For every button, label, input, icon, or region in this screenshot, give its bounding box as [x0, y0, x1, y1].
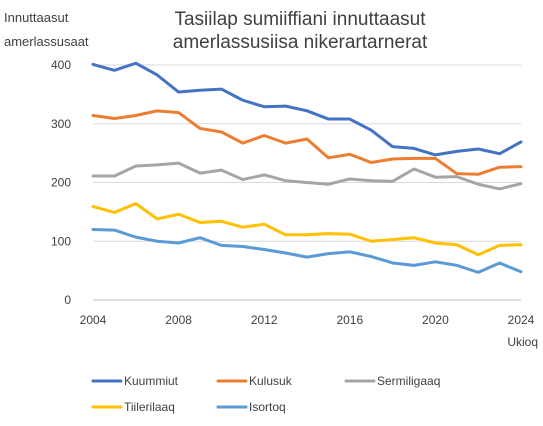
series-line-kuummiut	[91, 61, 523, 157]
series-line-kulusuk	[91, 109, 523, 176]
chart-title-line-2: amerlassusiisa nikerartarnerat	[173, 32, 428, 53]
legend-label-kulusuk: Kulusuk	[249, 374, 293, 388]
x-tick-label: 2012	[251, 313, 278, 327]
x-tick-labels: 2004 2008 2012 2016 2020 2024	[80, 313, 535, 327]
y-tick-labels: 0 100 200 300 400	[51, 58, 71, 307]
x-tick-label: 2020	[422, 313, 449, 327]
x-tick-label: 2016	[336, 313, 363, 327]
legend-label-kuummiut: Kuummiut	[124, 374, 179, 388]
legend-label-isortoq: Isortoq	[249, 400, 286, 414]
series-line-tiilerilaaq	[91, 202, 523, 257]
y-tick-label: 400	[51, 58, 71, 72]
x-axis-label: Ukioq	[507, 335, 538, 349]
series-line-sermiligaaq	[91, 161, 523, 191]
legend: Kuummiut Kulusuk Sermiligaaq Tiilerilaaq Iso…	[91, 374, 440, 414]
chart-title-line-1: Tasiilap sumiiffiani innuttaasut	[174, 9, 426, 30]
y-axis-label-line-1: Innuttaasut	[4, 10, 69, 25]
x-tick-label: 2004	[80, 313, 107, 327]
legend-label-tiilerilaaq: Tiilerilaaq	[124, 400, 175, 414]
series-line-isortoq	[91, 228, 523, 274]
x-tick-label: 2008	[165, 313, 192, 327]
y-tick-label: 200	[51, 176, 71, 190]
legend-label-sermiligaaq: Sermiligaaq	[377, 374, 440, 388]
y-tick-label: 300	[51, 117, 71, 131]
y-tick-label: 0	[64, 293, 71, 307]
y-axis-label-line-2: amerlassusaat	[4, 34, 89, 49]
series-lines	[91, 61, 523, 274]
x-tick-label: 2024	[508, 313, 535, 327]
y-tick-label: 100	[51, 234, 71, 248]
